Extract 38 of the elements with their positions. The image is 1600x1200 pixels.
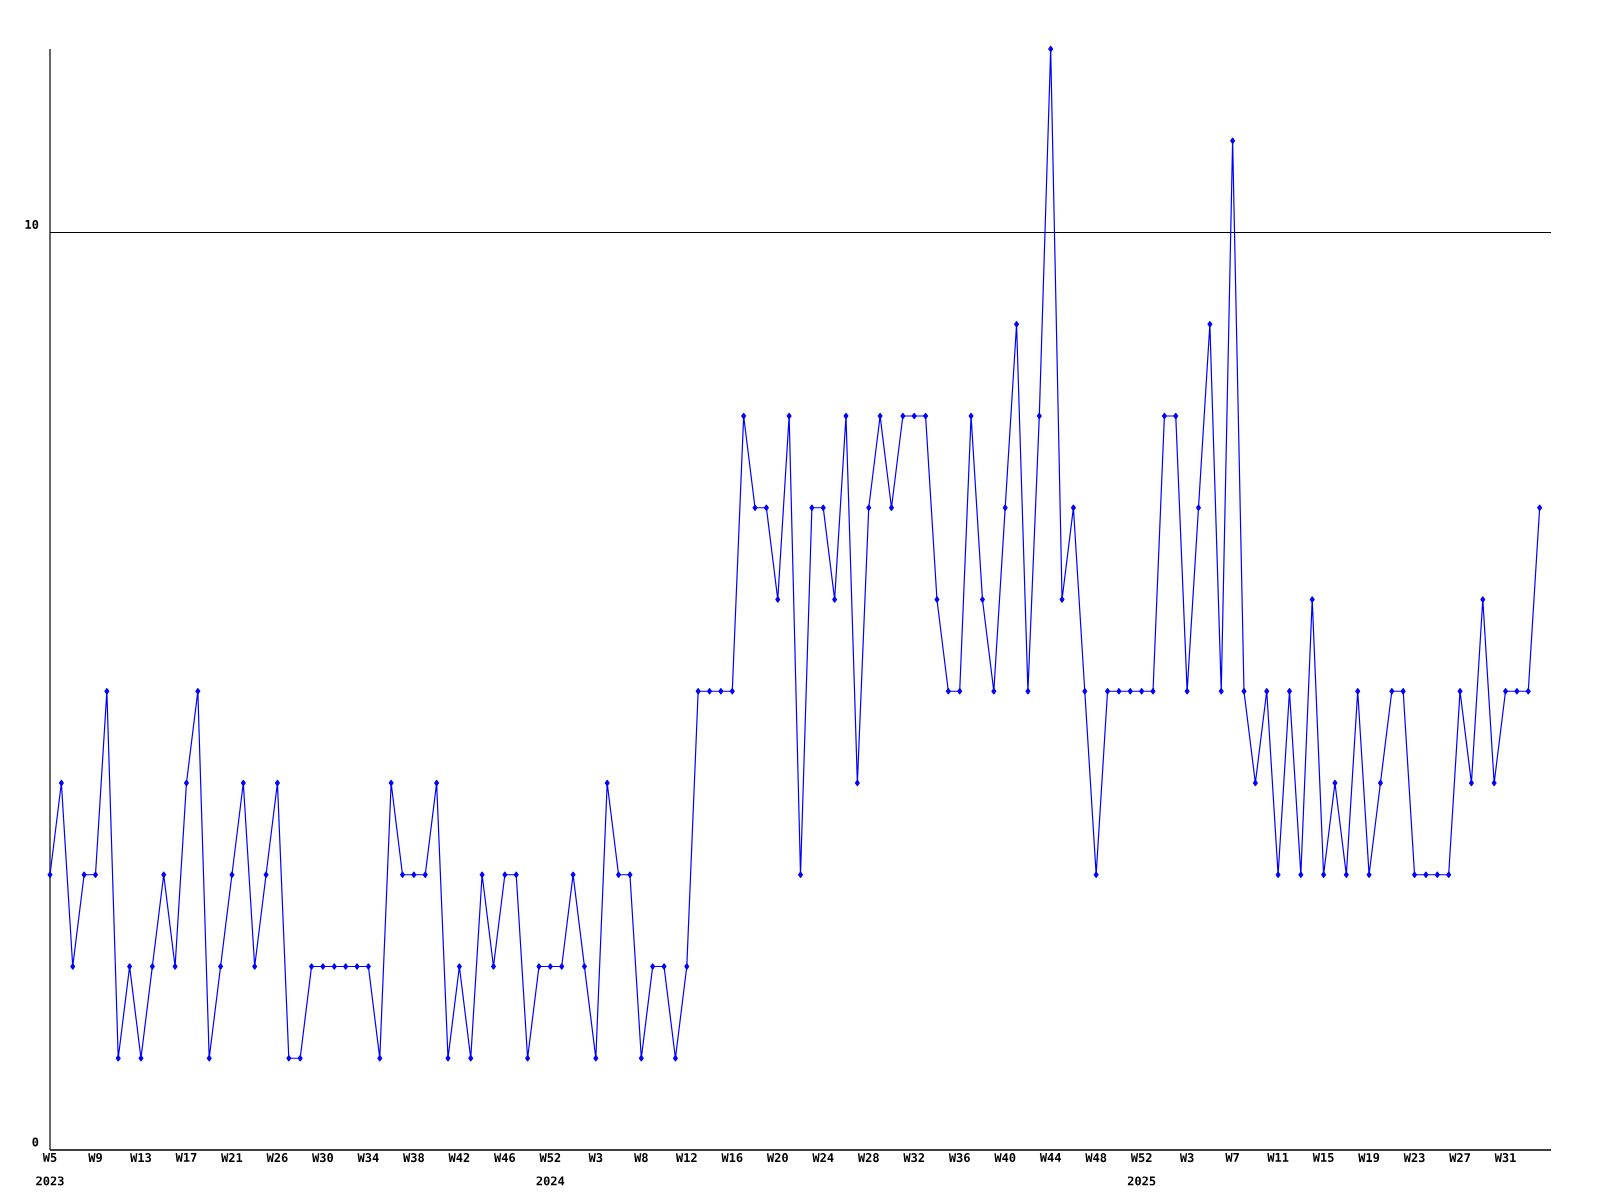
x-tick-label: W26: [266, 1153, 288, 1163]
x-tick-label: W21: [221, 1153, 243, 1162]
x-tick-label: W8: [634, 1153, 648, 1163]
x-tick-label: W44: [1039, 1153, 1061, 1162]
x-tick-label: W42: [448, 1153, 470, 1162]
x-tick-label: W17: [175, 1153, 197, 1162]
x-tick-label: W23: [1403, 1153, 1425, 1163]
x-tick-label: W19: [1358, 1153, 1380, 1163]
x-tick-label: W16: [721, 1153, 743, 1163]
x-tick-label: W46: [494, 1153, 516, 1163]
x-tick-label: W48: [1085, 1153, 1107, 1163]
x-tick-label: W9: [88, 1153, 102, 1163]
y-tick-label: 10: [25, 219, 39, 230]
x-tick-label: W5: [42, 1153, 57, 1162]
x-tick-label: W38: [403, 1153, 424, 1163]
x-tick-label: W15: [1312, 1153, 1334, 1162]
x-tick-label: W52: [539, 1153, 561, 1163]
x-tick-label: W36: [948, 1153, 970, 1163]
x-tick-label: W32: [903, 1153, 925, 1163]
x-tick-label: W3: [588, 1153, 603, 1163]
text: 2025: [1127, 1176, 1156, 1186]
x-tick-label: W13: [130, 1153, 152, 1163]
x-tick-label: W30: [312, 1153, 334, 1163]
y-tick-label: 0: [32, 1137, 39, 1147]
x-tick-label: W40: [994, 1153, 1016, 1163]
x-tick-label: W12: [675, 1153, 697, 1162]
x-tick-label: W52: [1130, 1153, 1152, 1163]
x-tick-label: W34: [357, 1153, 379, 1163]
x-tick-label: W28: [857, 1153, 879, 1163]
x-tick-label: W11: [1267, 1153, 1289, 1162]
text: 2024: [536, 1176, 565, 1186]
x-tick-label: W31: [1494, 1153, 1516, 1163]
text: 2023: [36, 1176, 64, 1186]
x-tick-label: W3: [1179, 1153, 1194, 1163]
x-tick-label: W27: [1449, 1153, 1470, 1162]
x-tick-label: W7: [1225, 1153, 1239, 1162]
x-tick-label: W20: [766, 1153, 788, 1163]
x-tick-label: W24: [812, 1153, 834, 1162]
